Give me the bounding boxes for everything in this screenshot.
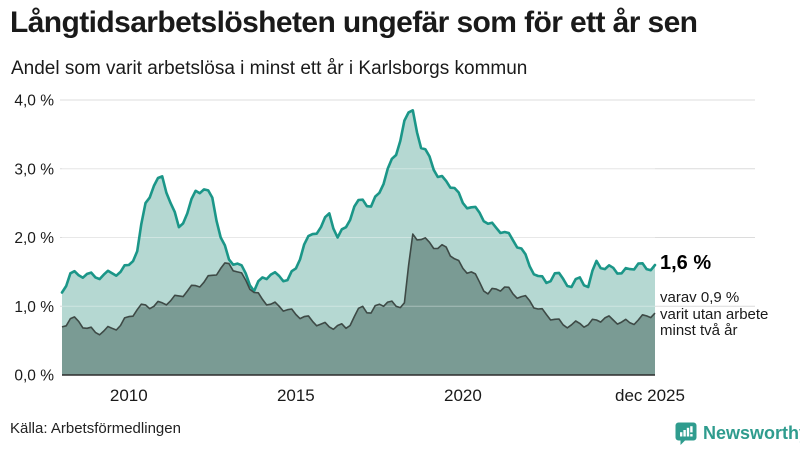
- x-tick-label-2015: 2015: [277, 386, 315, 405]
- newsworthy-wordmark: Newsworthy: [703, 423, 800, 443]
- y-tick-label-4: 4,0 %: [14, 93, 54, 110]
- y-tick-label-1: 1,0 %: [14, 299, 54, 316]
- y-tick-label-3: 3,0 %: [14, 161, 54, 178]
- y-tick-label-2: 2,0 %: [14, 230, 54, 247]
- x-tick-label-2010: 2010: [110, 386, 148, 405]
- x-tick-label-dec-2025: dec 2025: [615, 386, 685, 405]
- y-tick-label-0: 0,0 %: [14, 368, 54, 385]
- newsworthy-logo-icon: [675, 422, 697, 445]
- area-fill-two-years: [62, 234, 655, 375]
- secondary-annotation-line2: varit utan arbete: [660, 305, 769, 323]
- secondary-annotation-line3: minst två år: [660, 322, 738, 339]
- chart-subtitle: Andel som varit arbetslösa i minst ett å…: [11, 58, 528, 79]
- line-two-years: [61, 233, 656, 336]
- newsworthy-brand: Newsworthy: [674, 421, 800, 446]
- x-tick-label-2020: 2020: [444, 386, 482, 405]
- line-total: [60, 109, 657, 294]
- source-note: Källa: Arbetsförmedlingen: [10, 420, 181, 437]
- secondary-series-annotation: varav 0,9 % varit utan arbete minst två …: [660, 289, 769, 340]
- page-title: Långtidsarbetslösheten ungefär som för e…: [10, 6, 698, 39]
- secondary-annotation-line1: varav 0,9 %: [660, 289, 740, 306]
- latest-value-label: 1,6 %: [660, 252, 712, 274]
- unemployment-area-chart: 0,0 % 1,0 % 2,0 % 3,0 % 4,0 % 2010 2015 2020 dec…: [14, 93, 755, 405]
